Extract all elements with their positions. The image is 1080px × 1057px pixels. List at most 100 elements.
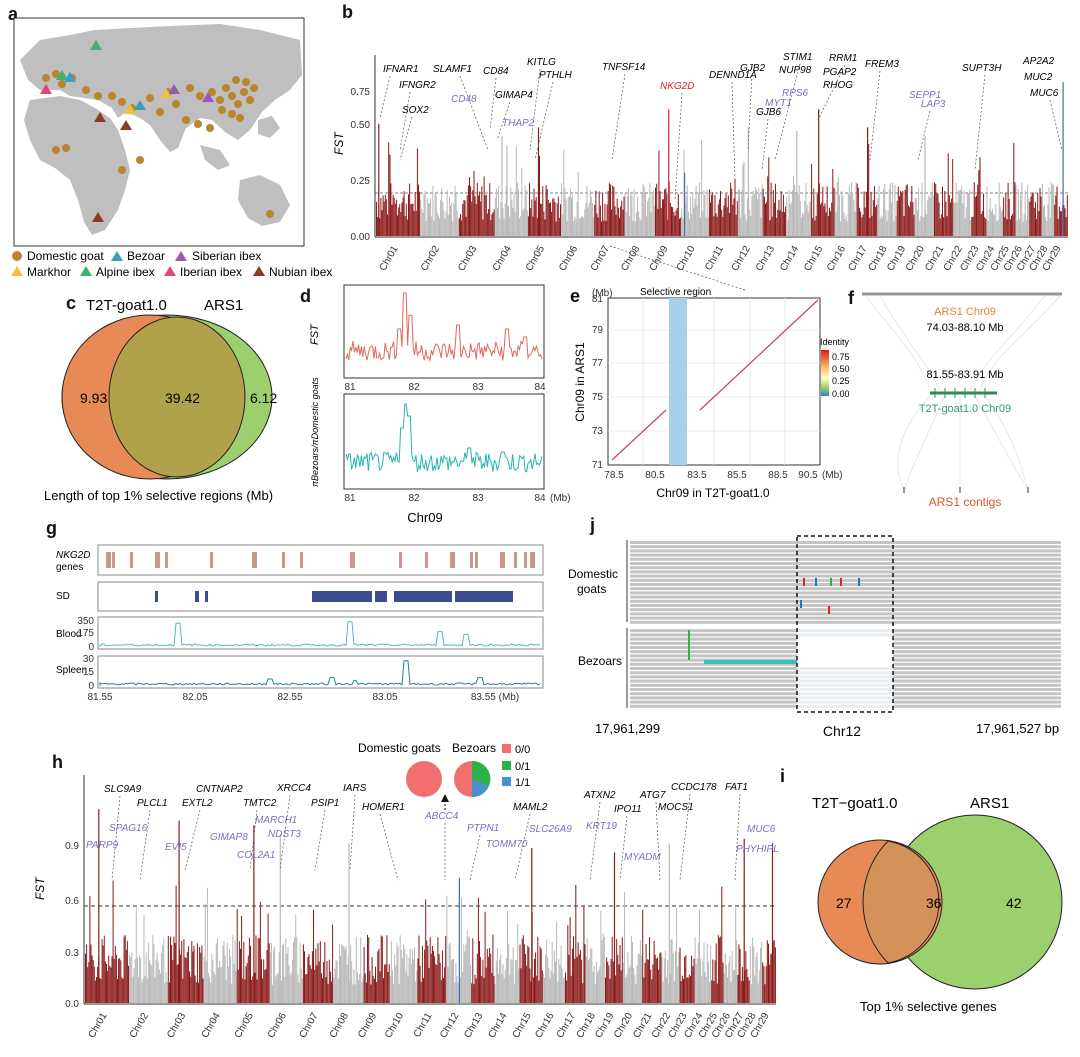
- svg-text:0.0: 0.0: [65, 999, 79, 1010]
- legend-nubian-ibex: Nubian ibex: [269, 265, 332, 279]
- g-xticks: 81.55 82.05 82.55 83.05 83.55 (Mb): [87, 692, 519, 703]
- chrom-block-chr27: [1029, 188, 1042, 236]
- svg-text:0.3: 0.3: [65, 948, 79, 959]
- f-top-label: ARS1 Chr09: [934, 306, 996, 318]
- chrom-block-chr21: [934, 153, 954, 236]
- e-legend-title: Identity: [820, 337, 850, 347]
- chrom-block-chr17: [565, 884, 586, 1003]
- svg-text:PGAP2: PGAP2: [823, 67, 857, 78]
- c-venn-overlap: [108, 316, 246, 478]
- panel-b: b FST 0.00 0.25 0.50 0.75 Chr01 Chr02 Chr0…: [332, 2, 1068, 291]
- bezoar-point: [64, 72, 76, 82]
- d-xunit: (Mb): [550, 493, 571, 504]
- chrom-label: Chr10: [675, 244, 698, 273]
- svg-text:MUC6: MUC6: [1030, 88, 1059, 99]
- e-xunit: (Mb): [822, 470, 843, 481]
- chrom-block-chr28: [1041, 182, 1055, 236]
- chrom-label: Chr16: [533, 1011, 556, 1040]
- legend-domestic-goat: Domestic goat: [27, 249, 104, 263]
- b-gene-leaders: [379, 63, 1063, 291]
- svg-text:RPS6: RPS6: [782, 88, 809, 99]
- h-yticks: 0.0 0.3 0.6 0.9: [65, 841, 79, 1010]
- svg-text:MARCH1: MARCH1: [255, 815, 297, 826]
- nubian-ibex-point-2: [120, 120, 132, 130]
- g-spleen-signal: [99, 660, 541, 686]
- nubian-ibex-point: [94, 112, 106, 122]
- panel-e: e Selective region (Mb) 71 73 75 77 79 8…: [570, 286, 850, 500]
- svg-text:83.5: 83.5: [687, 470, 707, 481]
- g-track3-frame: [97, 616, 544, 650]
- svg-text:82.05: 82.05: [182, 692, 207, 703]
- chrom-label: Chr12: [438, 1011, 461, 1040]
- j-group-bottom: Bezoars: [578, 654, 622, 668]
- chrom-label: Chr06: [557, 244, 580, 273]
- g-track4-ticks: 30 15 0: [83, 654, 95, 692]
- svg-text:83: 83: [472, 493, 484, 504]
- svg-text:0.25: 0.25: [832, 376, 850, 386]
- panel-f: f ARS1 Chr09 74.03-88.10 Mb 81.55-83.91 …: [848, 288, 1062, 509]
- d-top-frame: [343, 284, 545, 379]
- svg-text:350: 350: [77, 616, 94, 627]
- chrom-label: Chr06: [266, 1011, 289, 1040]
- svg-text:82: 82: [408, 493, 420, 504]
- legend-markhor: Markhor: [27, 265, 71, 279]
- svg-text:PSIP1: PSIP1: [311, 798, 339, 809]
- j-right-coord: 17,961,527 bp: [976, 721, 1059, 736]
- svg-text:82.55: 82.55: [277, 692, 302, 703]
- f-mid-label: T2T-goat1.0 Chr09: [919, 403, 1011, 415]
- svg-text:TMTC2: TMTC2: [243, 798, 277, 809]
- c-set-left: T2T-goat1.0: [86, 297, 167, 314]
- h-gene-labels: SLC9A9 PLCL1 CNTNAP2 EXTL2 XRCC4 TMTC2 P…: [104, 782, 748, 815]
- svg-text:GJB6: GJB6: [756, 107, 781, 118]
- j-group-top-a: Domestic: [568, 567, 618, 581]
- panel-c: c T2T-goat1.0 ARS1 9.93 39.42 6.12 Lengt…: [44, 293, 277, 503]
- chrom-label: Chr04: [200, 1011, 223, 1040]
- svg-text:TOMM70: TOMM70: [486, 839, 528, 850]
- legend-siberian-ibex: Siberian ibex: [192, 249, 261, 263]
- svg-text:81: 81: [344, 382, 356, 393]
- svg-text:71: 71: [592, 460, 604, 471]
- i-left-only: 27: [836, 895, 852, 911]
- svg-text:LAP3: LAP3: [921, 99, 946, 110]
- chrom-block-chr02: [129, 906, 168, 1003]
- g-track4-frame: [97, 655, 544, 689]
- chrom-block-chr16: [834, 177, 857, 236]
- chrom-block-chr23: [679, 947, 695, 1003]
- chrom-block-chr07: [594, 183, 625, 236]
- panel-f-label: f: [848, 288, 855, 308]
- panel-j: j Domestic goats Bezoars 17,961,299 Chr1…: [568, 515, 1061, 739]
- d-bottom-frame: [343, 393, 545, 490]
- svg-text:30: 30: [83, 654, 95, 665]
- svg-text:0.00: 0.00: [351, 232, 371, 243]
- chrom-block-chr24: [694, 909, 712, 1003]
- i-venn-overlap: [862, 840, 940, 964]
- svg-text:0/0: 0/0: [515, 744, 530, 756]
- h-manhattan-bars: [85, 809, 776, 1003]
- e-xticks: 78.5 80.5 83.5 85.5 88.5 90.5: [604, 470, 818, 481]
- svg-text:ABCC4: ABCC4: [424, 811, 459, 822]
- svg-text:RRM1: RRM1: [829, 53, 857, 64]
- g-track4-label: Spleen: [56, 665, 87, 676]
- d-xticks-top: 81 82 83 84: [344, 382, 546, 393]
- svg-text:77: 77: [592, 358, 604, 369]
- chrom-block-chr09: [655, 109, 682, 236]
- g-track1-label-a: NKG2D: [56, 550, 90, 561]
- chrom-label: Chr10: [383, 1011, 406, 1040]
- h-pie-legend: 0/0 0/1 1/1: [502, 744, 530, 789]
- chrom-label: Chr11: [703, 244, 726, 273]
- chrom-block-chr26: [1015, 182, 1030, 236]
- h-chrom-labels: Chr01 Chr02 Chr03 Chr04 Chr05 Chr06 Chr07 Chr08…: [87, 1011, 772, 1040]
- chrom-block-chr26: [723, 907, 738, 1003]
- svg-text:0.50: 0.50: [351, 120, 371, 131]
- svg-text:FREM3: FREM3: [865, 59, 899, 70]
- svg-text:IFNAR1: IFNAR1: [383, 64, 419, 75]
- markhor-point: [160, 88, 172, 98]
- h-pie-bezoar: [454, 760, 491, 798]
- b-gene-nkg2d: NKG2D: [660, 81, 694, 92]
- d-xticks-bottom: 81 82 83 84: [344, 493, 546, 504]
- chrom-block-chr08: [333, 843, 364, 1003]
- chrom-label: Chr07: [589, 244, 612, 273]
- chrom-label: Chr08: [328, 1011, 351, 1040]
- svg-text:MYADM: MYADM: [624, 852, 661, 863]
- chrom-block-chr07: [302, 909, 334, 1003]
